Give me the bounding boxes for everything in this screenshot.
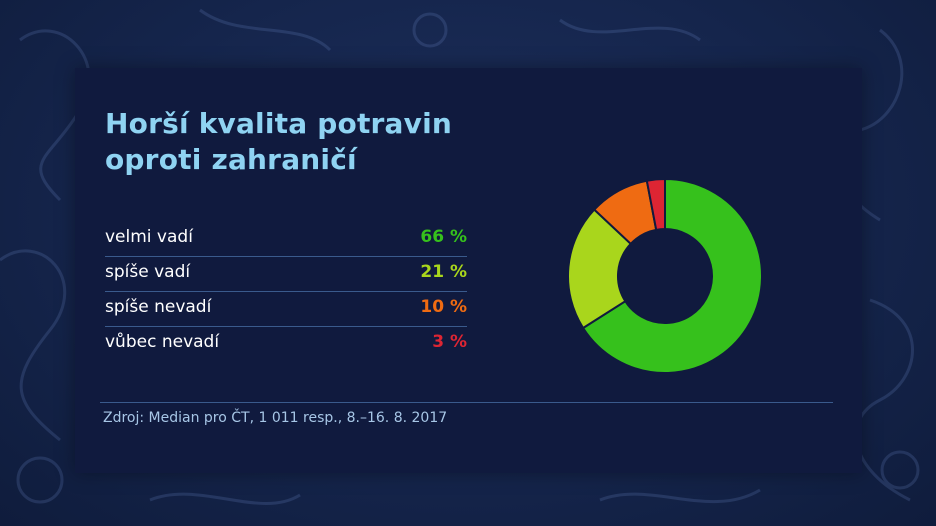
legend-label: spíše vadí — [105, 262, 191, 282]
legend-label: vůbec nevadí — [105, 332, 220, 352]
legend-value: 66 % — [420, 227, 467, 247]
legend-row-velmi-vadi: velmi vadí 66 % — [105, 222, 467, 257]
legend-list: velmi vadí 66 % spíše vadí 21 % spíše ne… — [105, 222, 467, 361]
legend-row-spise-vadi: spíše vadí 21 % — [105, 257, 467, 292]
donut-chart — [567, 177, 763, 374]
chart-title-line-2: oproti zahraničí — [105, 143, 357, 176]
source-divider — [100, 402, 833, 403]
chart-panel: Horší kvalita potravin oproti zahraničí … — [75, 68, 862, 473]
chart-title-line-1: Horší kvalita potravin — [105, 107, 453, 140]
donut-slice-velmi-vadi — [581, 177, 763, 374]
chart-title: Horší kvalita potravin oproti zahraničí — [105, 106, 565, 178]
legend-row-vubec-nevadi: vůbec nevadí 3 % — [105, 327, 467, 361]
donut-slice-spise-vadi — [567, 208, 633, 330]
legend-row-spise-nevadi: spíše nevadí 10 % — [105, 292, 467, 327]
legend-value: 21 % — [420, 262, 467, 282]
legend-value: 3 % — [432, 332, 467, 352]
source-note: Zdroj: Median pro ČT, 1 011 resp., 8.–16… — [103, 410, 448, 426]
legend-value: 10 % — [420, 297, 467, 317]
legend-label: velmi vadí — [105, 227, 193, 247]
donut-slice-vubec-nevadi — [645, 177, 666, 232]
legend-label: spíše nevadí — [105, 297, 212, 317]
